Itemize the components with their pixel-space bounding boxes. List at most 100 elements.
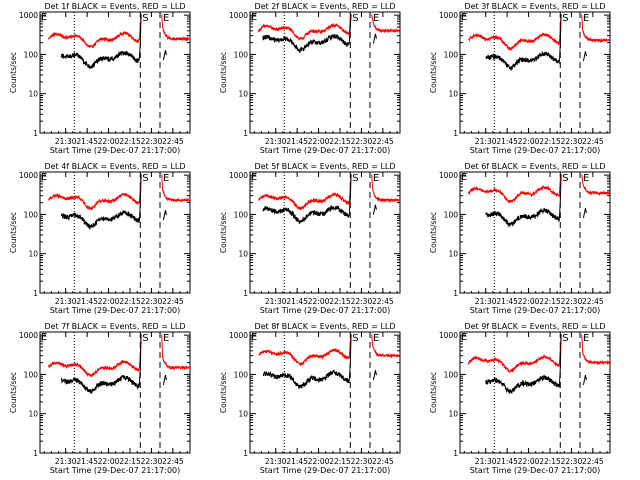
x-tick-label: 21:30 [475,297,497,306]
x-tick-label: 22:45 [582,457,604,466]
panel-title: Det 5f BLACK = Events, RED = LLD [254,162,395,171]
events-series-trace [60,174,142,230]
panel-title: Det 9f BLACK = Events, RED = LLD [464,322,605,331]
flag-e-left: E [41,172,47,183]
flag-e-left: E [461,172,467,183]
x-tick-label: 21:45 [496,137,518,146]
panel-title: Det 1f BLACK = Events, RED = LLD [44,2,185,11]
y-tick-label: 100 [24,210,39,219]
x-tick-label: 21:45 [496,297,518,306]
panel-det-1: Det 1f BLACK = Events, RED = LLD 1 10 100 10… [9,2,191,155]
flag-s: S [142,333,148,344]
x-tick-label: 21:30 [55,457,77,466]
x-axis-label: Start Time (29-Dec-07 21:17:00) [50,466,181,475]
flag-e: E [373,333,379,344]
panel-det-6: Det 6f BLACK = Events, RED = LLD 1 10 100 10… [429,162,611,315]
events-series-trace [485,334,562,394]
events-series-trace-post [582,375,587,386]
panel-det-8: Det 8f BLACK = Events, RED = LLD 1 10 100 10… [219,322,401,475]
lld-series-trace [48,334,142,378]
events-series-trace [262,174,352,225]
x-tick-label: 21:30 [475,137,497,146]
y-axis-label: Counts/sec [9,52,18,93]
y-axis-label: Counts/sec [429,372,438,413]
plot-frame [459,171,611,294]
lld-series-trace [258,174,352,211]
x-tick-label: 21:30 [55,137,77,146]
plot-frame [459,331,611,454]
panel-title: Det 2f BLACK = Events, RED = LLD [254,2,395,11]
x-tick-label: 22:45 [372,297,394,306]
y-tick-label: 10 [28,250,38,259]
plot-frame [459,11,611,134]
flag-e: E [583,333,589,344]
x-tick-label: 22:30 [561,457,583,466]
x-tick-label: 22:00 [518,297,540,306]
x-tick-label: 22:30 [141,137,163,146]
panel-title: Det 4f BLACK = Events, RED = LLD [44,162,185,171]
y-tick-label: 1000 [19,171,38,180]
y-tick-label: 100 [234,210,249,219]
flag-e-left: E [251,172,257,183]
x-tick-label: 22:00 [308,297,330,306]
events-series-trace [262,334,352,390]
flag-e: E [583,13,589,24]
flag-e-left: E [41,12,47,23]
x-tick-label: 22:15 [539,297,561,306]
lld-series-trace [468,334,562,374]
x-tick-label: 22:00 [308,137,330,146]
lld-series-trace-post [371,174,400,203]
x-tick-label: 22:30 [351,137,373,146]
y-tick-label: 100 [24,50,39,59]
flag-e: E [373,173,379,184]
x-tick-label: 22:15 [329,297,351,306]
y-axis-label: Counts/sec [429,52,438,93]
y-tick-label: 10 [448,90,458,99]
events-series-trace [60,334,142,394]
y-tick-label: 10 [238,250,248,259]
y-tick-label: 1000 [229,11,248,20]
panel-det-7: Det 7f BLACK = Events, RED = LLD 1 10 100 10… [9,322,191,475]
lld-series-trace [258,334,352,367]
panel-det-3: Det 3f BLACK = Events, RED = LLD 1 10 100 10… [429,2,611,155]
lld-series-trace [468,174,562,204]
x-tick-label: 22:30 [561,297,583,306]
y-axis-label: Counts/sec [219,212,228,253]
y-axis-label: Counts/sec [429,212,438,253]
y-tick-label: 10 [238,90,248,99]
x-tick-label: 22:15 [539,137,561,146]
events-series-trace-post [372,204,377,215]
plot-frame [249,331,401,454]
x-tick-label: 22:45 [372,457,394,466]
events-series-trace-post [162,210,167,221]
x-axis-label: Start Time (29-Dec-07 21:17:00) [260,146,391,155]
lld-series-trace-post [371,14,400,34]
x-axis-label: Start Time (29-Dec-07 21:17:00) [260,466,391,475]
x-tick-label: 22:15 [329,457,351,466]
flag-s: S [562,173,568,184]
plot-frame [39,171,191,294]
flag-e: E [163,333,169,344]
y-tick-label: 1 [453,289,458,298]
events-series-trace [262,14,352,53]
x-tick-label: 21:45 [286,137,308,146]
y-tick-label: 10 [28,410,38,419]
x-tick-label: 22:45 [582,297,604,306]
x-tick-label: 22:45 [582,137,604,146]
y-tick-label: 1 [33,129,38,138]
y-tick-label: 1000 [229,331,248,340]
x-tick-label: 22:00 [98,457,120,466]
plot-frame [249,11,401,134]
x-tick-label: 22:00 [518,457,540,466]
x-tick-label: 22:15 [119,297,141,306]
y-tick-label: 100 [444,50,459,59]
y-tick-label: 1000 [439,331,458,340]
flag-e-left: E [251,12,257,23]
x-tick-label: 22:45 [162,297,184,306]
events-series-trace-post [162,50,167,61]
y-tick-label: 1 [243,129,248,138]
y-tick-label: 1 [33,449,38,458]
x-tick-label: 21:30 [265,297,287,306]
x-tick-label: 22:00 [98,137,120,146]
x-tick-label: 21:30 [265,137,287,146]
